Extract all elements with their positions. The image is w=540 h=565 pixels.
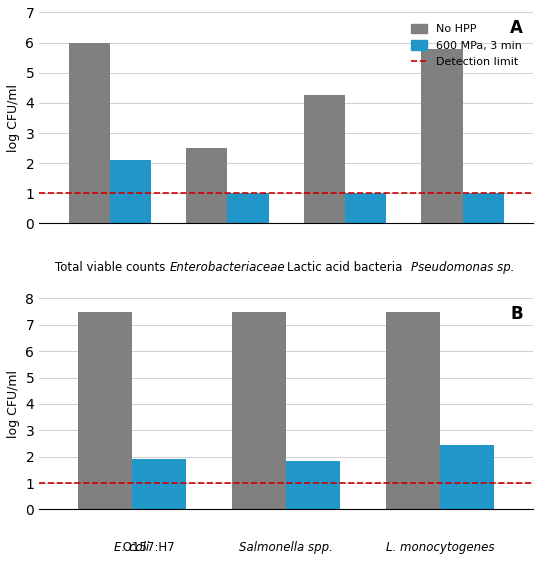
Bar [110, 160, 151, 224]
Text: Enterobacteriaceae: Enterobacteriaceae [170, 262, 285, 275]
Bar [304, 95, 345, 224]
Text: Pseudomonas sp.: Pseudomonas sp. [411, 262, 514, 275]
Bar [286, 460, 340, 510]
Bar [462, 193, 504, 224]
Text: Salmonella spp.: Salmonella spp. [239, 541, 333, 554]
Text: L. monocytogenes: L. monocytogenes [386, 541, 495, 554]
Text: Total viable counts: Total viable counts [55, 262, 165, 275]
Y-axis label: log CFU/ml: log CFU/ml [7, 84, 20, 152]
Bar [69, 42, 110, 224]
Text: A: A [510, 19, 523, 37]
Y-axis label: log CFU/ml: log CFU/ml [7, 370, 20, 438]
Bar [421, 49, 462, 224]
Text: Lactic acid bacteria: Lactic acid bacteria [287, 262, 403, 275]
Bar [232, 312, 286, 510]
Bar [78, 312, 132, 510]
Text: O157:H7: O157:H7 [89, 541, 174, 554]
Text: E. coli: E. coli [114, 541, 150, 554]
Text: B: B [510, 305, 523, 323]
Bar [441, 445, 495, 510]
Bar [186, 148, 227, 224]
Bar [345, 193, 386, 224]
Bar [132, 459, 186, 510]
Bar [227, 193, 268, 224]
Bar [387, 312, 441, 510]
Legend: No HPP, 600 MPa, 3 min, Detection limit: No HPP, 600 MPa, 3 min, Detection limit [405, 18, 528, 72]
